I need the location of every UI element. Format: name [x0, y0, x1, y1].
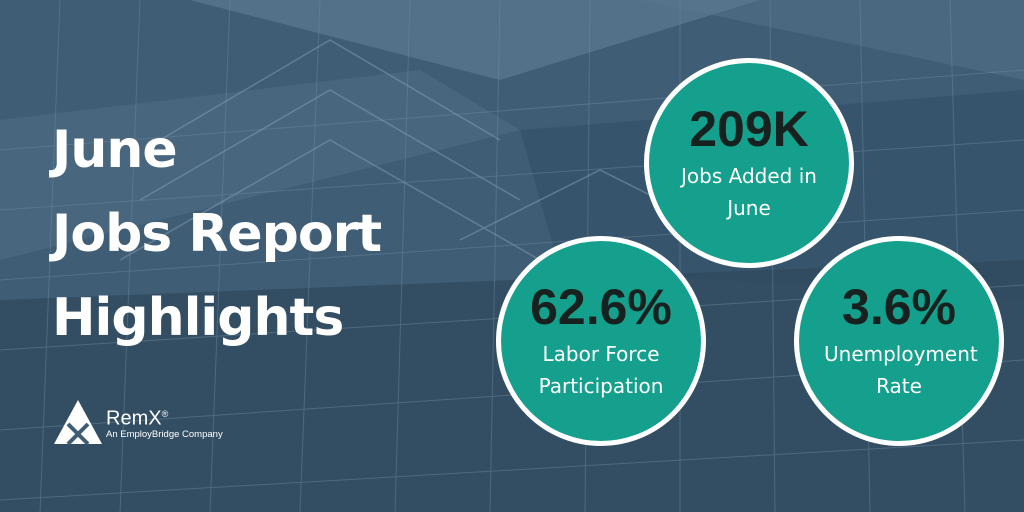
unemployment-value: 3.6%	[842, 279, 956, 335]
headline-line-3: Highlights	[52, 288, 344, 348]
unemployment-stat-circle: 3.6% Unemployment Rate	[794, 236, 1004, 446]
logo-tagline: An EmployBridge Company	[106, 429, 223, 441]
headline-line-1: June	[52, 120, 178, 180]
unemployment-label: Unemployment Rate	[824, 342, 978, 398]
remx-logo: RemX® An EmployBridge Company	[52, 396, 223, 448]
headline-line-2: Jobs Report	[52, 204, 382, 264]
labor-force-label: Labor Force Participation	[538, 342, 664, 398]
remx-triangle-icon	[54, 400, 102, 446]
logo-name: RemX®	[106, 407, 169, 430]
report-headline: June Jobs Report Highlights	[52, 108, 382, 360]
jobs-added-value: 209K	[689, 101, 809, 157]
jobs-added-stat-circle: 209K Jobs Added in June	[644, 58, 854, 268]
jobs-added-label: Jobs Added in June	[681, 164, 817, 220]
logo-text: RemX® An EmployBridge Company	[106, 403, 223, 442]
labor-force-stat-circle: 62.6% Labor Force Participation	[496, 236, 706, 446]
labor-force-value: 62.6%	[530, 279, 672, 335]
trademark-mark: ®	[161, 408, 169, 419]
